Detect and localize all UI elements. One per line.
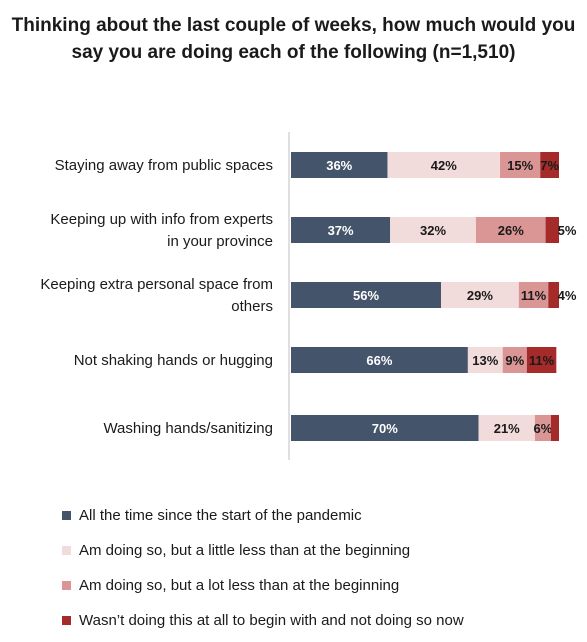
data-label: 37%	[328, 223, 354, 238]
bar-segment	[291, 415, 479, 441]
data-label: 36%	[326, 158, 352, 173]
chart-title: Thinking about the last couple of weeks,…	[11, 15, 576, 63]
category-label: Keeping extra personal space from others	[40, 276, 273, 315]
bar-segment	[291, 347, 468, 373]
data-label: 6%	[534, 421, 553, 436]
legend-item: Am doing so, but a little less than at t…	[62, 533, 464, 568]
bar-segment	[478, 415, 535, 441]
legend-item: Wasn’t doing this at all to begin with a…	[62, 603, 464, 638]
data-label: 32%	[420, 223, 446, 238]
bar-segment	[534, 415, 551, 441]
bar-segment	[540, 152, 559, 178]
bar-segment	[387, 152, 501, 178]
bar-segment	[390, 217, 476, 243]
bar-segment	[441, 282, 519, 308]
data-label: 9%	[505, 353, 524, 368]
category-label: Keeping up with info from experts in your…	[50, 211, 273, 250]
legend-label: All the time since the start of the pand…	[79, 507, 362, 524]
bar-segment	[291, 282, 442, 308]
bar-segment	[526, 347, 557, 373]
category-label-line: Staying away from public spaces	[55, 157, 273, 174]
category-label: Staying away from public spaces	[55, 157, 273, 174]
data-label: 15%	[507, 158, 533, 173]
legend-swatch	[62, 546, 71, 555]
bar-segment	[518, 282, 549, 308]
data-label: 11%	[529, 353, 555, 368]
data-label: 42%	[431, 158, 457, 173]
category-label: Not shaking hands or hugging	[74, 352, 273, 369]
category-labels-group: Staying away from public spaces Keeping u…	[40, 157, 273, 437]
category-label-line: Keeping extra personal space from	[40, 276, 273, 293]
category-label-line: in your province	[167, 233, 273, 250]
bars-group: 36% 42% 15% 7% 37% 32% 26% 5% 56% 29% 11% 4% 66% 13% 9…	[291, 152, 577, 441]
data-label: 56%	[353, 288, 379, 303]
legend-label: Wasn’t doing this at all to begin with a…	[79, 612, 464, 629]
legend-item: All the time since the start of the pand…	[62, 498, 464, 533]
bar-segment	[291, 217, 391, 243]
bar-segment	[502, 347, 527, 373]
legend-swatch	[62, 616, 71, 625]
data-label: 7%	[540, 158, 559, 173]
data-label: 21%	[494, 421, 520, 436]
legend-label: Am doing so, but a little less than at t…	[79, 542, 411, 559]
data-label: 29%	[467, 288, 493, 303]
category-label-line: Washing hands/sanitizing	[103, 420, 273, 437]
bar-segment	[500, 152, 541, 178]
data-label: 11%	[521, 288, 547, 303]
data-label: 26%	[498, 223, 524, 238]
bar-segment	[475, 217, 546, 243]
bar-segment	[548, 282, 559, 308]
category-label-line: Keeping up with info from experts	[50, 211, 273, 228]
data-label: 5%	[558, 223, 577, 238]
data-label: 4%	[558, 288, 577, 303]
bar-segment	[550, 415, 559, 441]
legend: All the time since the start of the pand…	[62, 498, 464, 638]
bar-segment	[545, 217, 559, 243]
data-label: 66%	[366, 353, 392, 368]
legend-swatch	[62, 581, 71, 590]
bar-segment	[291, 152, 388, 178]
data-label: 13%	[472, 353, 498, 368]
legend-swatch	[62, 511, 71, 520]
data-label: 70%	[372, 421, 398, 436]
legend-label: Am doing so, but a lot less than at the …	[79, 577, 400, 594]
category-label-line: others	[231, 298, 273, 315]
category-label: Washing hands/sanitizing	[103, 420, 273, 437]
bar-segment	[467, 347, 503, 373]
category-label-line: Not shaking hands or hugging	[74, 352, 273, 369]
legend-item: Am doing so, but a lot less than at the …	[62, 568, 464, 603]
